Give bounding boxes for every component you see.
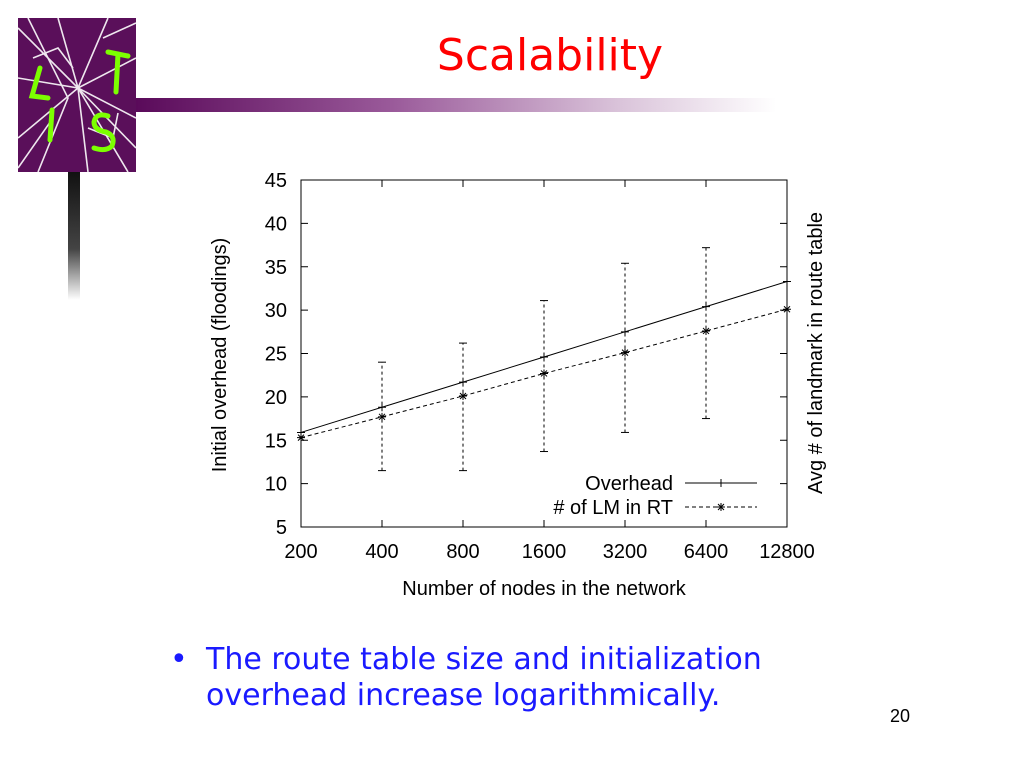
x-tick-label: 200 <box>284 541 317 563</box>
y2-axis-label: Avg # of landmark in route table <box>805 212 827 494</box>
x-axis-label: Number of nodes in the network <box>402 578 686 600</box>
y-axis-label: Initial overhead (floodings) <box>209 238 231 473</box>
logo-shadow <box>68 172 80 300</box>
y-tick-label: 35 <box>265 257 287 279</box>
y-tick-label: 10 <box>265 474 287 496</box>
point-star <box>540 369 548 378</box>
legend-marker-plus <box>717 479 725 487</box>
bullet-dot-icon: • <box>170 642 188 677</box>
point-star <box>783 305 791 314</box>
chart: Number of nodes in the network Initial o… <box>209 170 827 600</box>
title-underline-bar <box>136 98 776 112</box>
point-star <box>621 348 629 357</box>
lts-logo <box>18 18 136 172</box>
point-plus <box>783 277 791 286</box>
x-tick-label: 800 <box>446 541 479 563</box>
x-tick-label: 12800 <box>759 541 815 563</box>
point-star <box>702 326 710 335</box>
y-tick-label: 15 <box>265 430 287 452</box>
bullet-point: • The route table size and initializatio… <box>170 642 830 714</box>
legend-marker-star <box>717 503 725 511</box>
y-tick-label: 40 <box>265 213 287 235</box>
bullet-text: The route table size and initialization … <box>206 642 762 713</box>
x-tick-label: 1600 <box>522 541 567 563</box>
point-star <box>297 433 305 442</box>
y-tick-label: 25 <box>265 344 287 366</box>
x-tick-label: 6400 <box>684 541 729 563</box>
legend-label: Overhead <box>585 473 673 495</box>
y-tick-label: 5 <box>276 517 287 539</box>
y-tick-label: 45 <box>265 170 287 192</box>
legend-label: # of LM in RT <box>553 497 673 519</box>
x-tick-label: 3200 <box>603 541 648 563</box>
point-star <box>459 392 467 401</box>
y-tick-label: 30 <box>265 300 287 322</box>
page-number: 20 <box>890 706 911 726</box>
y-tick-label: 20 <box>265 387 287 409</box>
point-star <box>378 412 386 421</box>
slide-title: Scalability <box>436 30 664 81</box>
x-tick-label: 400 <box>365 541 398 563</box>
